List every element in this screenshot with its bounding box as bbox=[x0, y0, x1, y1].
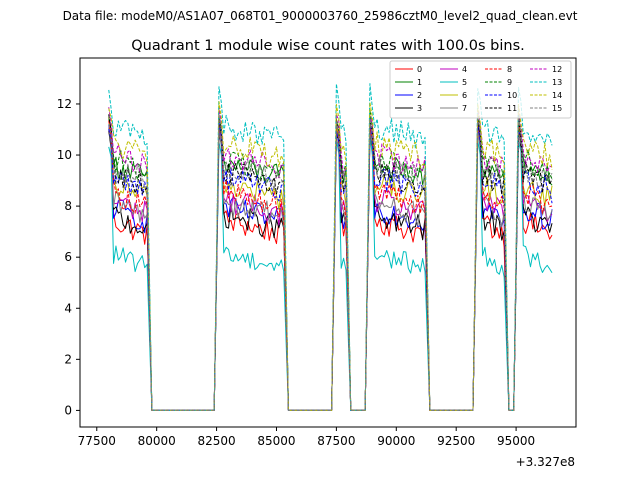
series-layer bbox=[108, 83, 553, 411]
series-line-8 bbox=[108, 118, 553, 411]
series-line-15 bbox=[108, 113, 553, 411]
x-tick-label: 85000 bbox=[257, 434, 295, 448]
x-axis-offset-label: +3.327e8 bbox=[516, 455, 575, 469]
legend-label: 1 bbox=[417, 78, 422, 87]
y-tick-label: 12 bbox=[57, 97, 72, 111]
series-line-5 bbox=[108, 135, 553, 411]
legend-label: 15 bbox=[552, 104, 562, 113]
legend-label: 5 bbox=[462, 78, 467, 87]
axes-frame bbox=[79, 57, 577, 428]
plot-area: 77500 80000 82500 85000 87500 90000 92500 95000… bbox=[57, 57, 577, 469]
x-tick-label: 90000 bbox=[377, 434, 415, 448]
legend-label: 0 bbox=[417, 65, 422, 74]
y-tick-label: 4 bbox=[64, 301, 72, 315]
legend-label: 4 bbox=[462, 65, 467, 74]
series-line-13 bbox=[108, 83, 553, 411]
series-line-6 bbox=[108, 116, 553, 411]
series-line-1 bbox=[108, 114, 553, 411]
y-tick-label: 10 bbox=[57, 148, 72, 162]
legend-label: 9 bbox=[507, 78, 512, 87]
legend-label: 6 bbox=[462, 91, 467, 100]
y-tick-label: 2 bbox=[64, 352, 72, 366]
y-tick-label: 8 bbox=[64, 199, 72, 213]
y-axis: 0 2 4 6 8 10 12 bbox=[57, 97, 80, 417]
legend-label: 2 bbox=[417, 91, 422, 100]
x-tick-label: 92500 bbox=[437, 434, 475, 448]
legend-label: 11 bbox=[507, 104, 517, 113]
legend-label: 7 bbox=[462, 104, 467, 113]
legend-label: 3 bbox=[417, 104, 422, 113]
y-tick-label: 0 bbox=[64, 403, 72, 417]
series-line-10 bbox=[108, 120, 553, 411]
legend-label: 10 bbox=[507, 91, 517, 100]
suptitle: Data file: modeM0/AS1A07_068T01_90000037… bbox=[63, 9, 578, 23]
legend-label: 14 bbox=[552, 91, 562, 100]
series-line-7 bbox=[108, 127, 553, 411]
x-axis: 77500 80000 82500 85000 87500 90000 92500 95000 bbox=[78, 427, 535, 448]
x-tick-label: 80000 bbox=[138, 434, 176, 448]
x-tick-label: 82500 bbox=[197, 434, 235, 448]
chart-title: Quadrant 1 module wise count rates with … bbox=[131, 38, 525, 54]
legend-label: 12 bbox=[552, 65, 562, 74]
legend-label: 8 bbox=[507, 65, 512, 74]
x-tick-label: 95000 bbox=[497, 434, 535, 448]
x-tick-label: 77500 bbox=[78, 434, 116, 448]
legend-frame bbox=[389, 60, 572, 119]
y-tick-label: 6 bbox=[64, 250, 72, 264]
legend-label: 13 bbox=[552, 78, 562, 87]
x-tick-label: 87500 bbox=[317, 434, 355, 448]
series-line-14 bbox=[108, 101, 553, 411]
